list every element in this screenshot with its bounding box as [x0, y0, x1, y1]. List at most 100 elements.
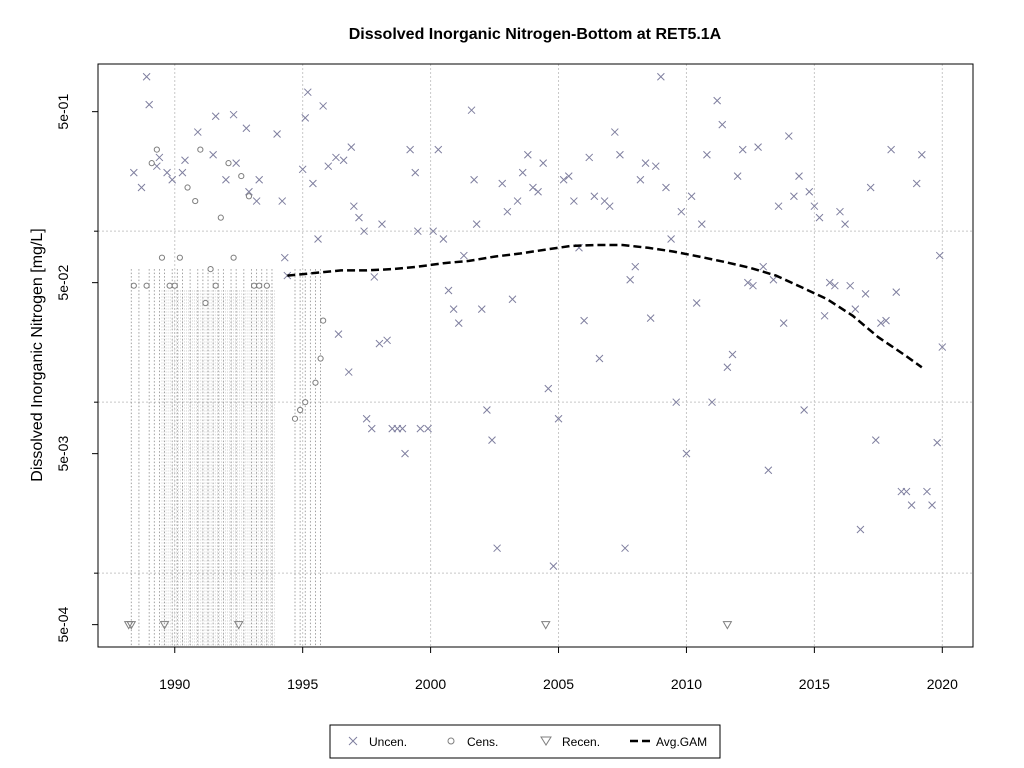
point-cens	[148, 160, 155, 167]
point-uncen	[815, 213, 824, 222]
point-cens	[166, 282, 173, 289]
point-uncen	[460, 251, 468, 260]
point-recen	[233, 621, 244, 630]
point-cens	[212, 282, 219, 289]
point-uncen	[493, 544, 501, 553]
point-uncen	[917, 150, 926, 159]
grid-lines	[98, 64, 973, 647]
point-uncen	[892, 288, 901, 297]
x-tick-label: 2010	[671, 676, 702, 692]
point-cens	[245, 193, 253, 200]
legend-label-recen: Recen.	[562, 735, 600, 749]
legend-label-cens: Cens.	[467, 735, 498, 749]
x-tick-label: 2020	[927, 676, 958, 692]
point-uncen	[820, 311, 829, 320]
legend-box	[329, 724, 721, 759]
point-uncen	[825, 278, 834, 287]
point-uncen	[155, 153, 164, 162]
point-uncen	[503, 207, 512, 216]
point-uncen	[713, 96, 722, 105]
point-uncen	[610, 128, 619, 136]
point-uncen	[902, 487, 911, 496]
point-cens	[207, 266, 214, 273]
legend-item-cens: Cens.	[447, 735, 498, 749]
point-uncen	[534, 187, 542, 196]
point-uncen	[401, 449, 409, 458]
y-tick-label: 5e-02	[55, 265, 71, 301]
point-uncen	[211, 112, 220, 121]
point-uncen	[332, 153, 340, 162]
point-uncen	[754, 143, 762, 152]
point-uncen	[687, 192, 696, 201]
point-cens	[197, 146, 204, 153]
point-uncen	[651, 162, 660, 171]
gam-series-line	[287, 243, 923, 369]
point-uncen	[774, 202, 783, 211]
point-uncen	[168, 175, 177, 184]
point-recen	[722, 621, 733, 630]
point-uncen	[454, 319, 463, 327]
x-tick-label: 1990	[159, 676, 190, 692]
point-uncen	[523, 150, 532, 159]
point-uncen	[398, 424, 407, 433]
point-cens	[230, 254, 237, 261]
point-uncen	[723, 363, 732, 372]
point-uncen	[728, 350, 737, 359]
legend-label-gam: Avg.GAM	[656, 735, 707, 749]
point-uncen	[280, 253, 289, 262]
point-uncen	[912, 179, 921, 188]
point-uncen	[559, 175, 568, 184]
point-uncen	[708, 398, 716, 407]
point-uncen	[749, 281, 757, 290]
y-axis-title: Dissolved Inorganic Nitrogen [mg/L]	[29, 228, 46, 481]
point-uncen	[508, 295, 517, 304]
point-uncen	[298, 165, 307, 174]
point-uncen	[907, 501, 916, 509]
point-uncen	[273, 130, 281, 138]
point-uncen	[467, 106, 476, 115]
point-uncen	[193, 128, 202, 136]
point-uncen	[682, 449, 691, 458]
point-uncen	[242, 124, 251, 133]
point-uncen	[483, 406, 491, 414]
point-uncen	[411, 168, 420, 177]
legend-item-gam: Avg.GAM	[630, 735, 707, 749]
y-tick-label: 5e-01	[55, 94, 71, 130]
point-uncen	[252, 197, 261, 205]
point-uncen	[733, 172, 742, 180]
point-uncen	[836, 207, 844, 216]
point-uncen	[362, 414, 371, 423]
point-uncen	[861, 290, 870, 298]
point-uncen	[887, 145, 895, 154]
point-cens	[153, 146, 160, 153]
point-uncen	[759, 262, 768, 271]
point-uncen	[209, 150, 217, 159]
point-uncen	[795, 172, 803, 180]
point-uncen	[334, 330, 343, 338]
point-uncen	[309, 179, 317, 188]
point-uncen	[339, 156, 348, 165]
point-cens	[217, 214, 224, 221]
point-uncen	[697, 220, 706, 228]
legend-label-uncen: Uncen.	[369, 735, 407, 749]
point-uncen	[636, 175, 645, 184]
point-uncen	[738, 145, 747, 154]
x-tick-label: 2000	[415, 676, 446, 692]
point-cens	[192, 197, 199, 205]
y-tick-label: 5e-03	[55, 436, 71, 472]
point-uncen	[434, 145, 443, 154]
axes: 1990 1995 2000 2005 2010 2015 2020 5e-04 5e-03 5e…	[55, 63, 974, 692]
point-uncen	[439, 235, 448, 243]
point-uncen	[181, 156, 189, 165]
point-uncen	[324, 162, 333, 171]
point-uncen	[142, 72, 151, 81]
point-uncen	[477, 305, 486, 313]
point-uncen	[595, 354, 604, 363]
x-tick-label: 2005	[543, 676, 574, 692]
point-uncen	[641, 159, 650, 167]
point-uncen	[488, 436, 496, 444]
point-uncen	[449, 305, 458, 313]
point-uncen	[846, 281, 855, 290]
point-uncen	[360, 227, 368, 236]
point-uncen	[718, 120, 727, 129]
